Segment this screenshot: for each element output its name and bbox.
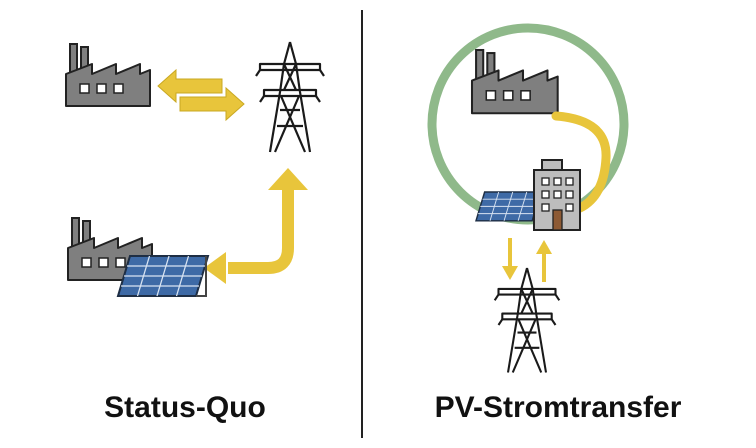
power-pylon-icon-bottom: [493, 266, 561, 374]
office-building-icon: [533, 159, 581, 231]
factory-icon-top-left: [65, 43, 151, 107]
status-quo-caption: Status-Quo: [104, 391, 266, 424]
pv-stromtransfer-caption: PV-Stromtransfer: [434, 391, 682, 424]
factory-icon-right: [470, 48, 559, 115]
curved-arrow-icon: [204, 168, 308, 284]
solar-panel-icon-left: [117, 255, 209, 297]
up-arrow-icon: [536, 240, 552, 282]
curved-arrow-icon-right: [551, 111, 611, 213]
double-arrow-icon: [157, 68, 245, 122]
power-pylon-icon-top: [254, 40, 326, 154]
solar-panel-icon-right: [475, 191, 542, 222]
down-arrow-icon: [502, 238, 518, 280]
